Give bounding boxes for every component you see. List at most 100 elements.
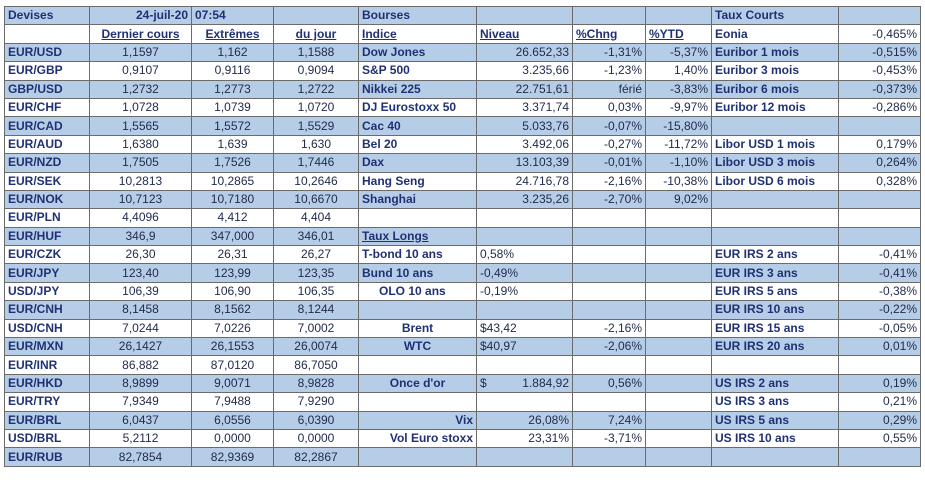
table-row: EUR/TRY 7,9349 7,9488 7,9290 US IRS 3 an…	[4, 392, 921, 412]
low-price: 346,01	[273, 226, 359, 247]
high-price: 26,31	[191, 245, 274, 265]
last-price: 26,1427	[89, 337, 192, 357]
low-price: 106,35	[273, 281, 359, 302]
col-du-jour: du jour	[273, 24, 359, 44]
pair-label: EUR/NZD	[4, 153, 90, 173]
index-ytd: 1,40%	[645, 61, 712, 81]
header-row: Devises 24-juil-20 07:54 Bourses Taux Co…	[4, 5, 921, 26]
index-level: 3.492,06	[476, 134, 573, 155]
last-price: 6,0437	[89, 410, 192, 430]
pair-label: EUR/HUF	[4, 226, 90, 247]
high-price: 8,1562	[191, 300, 274, 320]
low-price: 10,6670	[273, 189, 359, 210]
table-row: EUR/CHF 1,0728 1,0739 1,0720 DJ Eurostox…	[4, 97, 921, 118]
commodity-chng: -2,16%	[572, 318, 646, 339]
index-name: Hang Seng	[358, 171, 477, 191]
last-price: 8,9899	[89, 373, 192, 394]
pair-label: EUR/USD	[4, 42, 90, 63]
high-price: 10,7180	[191, 189, 274, 210]
table-row: EUR/SEK 10,2813 10,2865 10,2646 Hang Sen…	[4, 171, 921, 191]
low-price: 0,9094	[273, 61, 359, 81]
last-price: 1,2732	[89, 79, 192, 99]
low-price: 1,7446	[273, 153, 359, 173]
index-level: 26.652,33	[476, 42, 573, 63]
high-price: 1,5572	[191, 116, 274, 136]
last-price: 1,1597	[89, 42, 192, 63]
table-row: EUR/HKD 8,9899 9,0071 8,9828 Once d'or $…	[4, 373, 921, 394]
eonia-label: Eonia	[711, 24, 839, 44]
pair-label: EUR/RUB	[4, 447, 90, 467]
index-name: Cac 40	[358, 116, 477, 136]
irs-label: EUR IRS 3 ans	[711, 263, 839, 283]
table-row: EUR/GBP 0,9107 0,9116 0,9094 S&P 500 3.2…	[4, 61, 921, 81]
irs-value: -0,05%	[838, 318, 921, 339]
irs-value: 0,01%	[838, 337, 921, 357]
index-level: 3.371,74	[476, 97, 573, 118]
index-chng: -2,70%	[572, 189, 646, 210]
index-chng: -1,23%	[572, 61, 646, 81]
high-price: 0,9116	[191, 61, 274, 81]
pair-label: EUR/NOK	[4, 189, 90, 210]
index-name: Dax	[358, 153, 477, 173]
last-price: 86,882	[89, 355, 192, 375]
gold-value: 1.884,92	[522, 376, 569, 390]
index-name: Shanghai	[358, 189, 477, 210]
pair-label: GBP/USD	[4, 79, 90, 99]
commodity-value: $40,97	[476, 337, 573, 357]
bourses-title: Bourses	[358, 5, 477, 26]
pair-label: EUR/SEK	[4, 171, 90, 191]
pair-label: USD/BRL	[4, 428, 90, 449]
high-price: 82,9369	[191, 447, 274, 467]
last-price: 1,7505	[89, 153, 192, 173]
table-row: EUR/BRL 6,0437 6,0556 6,0390 Vix 26,08% …	[4, 410, 921, 430]
eonia-value: -0,465%	[838, 24, 921, 44]
rate-value: 0,179%	[838, 134, 921, 155]
index-ytd: -9,97%	[645, 97, 712, 118]
high-price: 347,000	[191, 226, 274, 247]
irs-value: -0,41%	[838, 263, 921, 283]
rate-value: -0,453%	[838, 61, 921, 81]
last-price: 82,7854	[89, 447, 192, 467]
index-chng: -0,07%	[572, 116, 646, 136]
table-row: EUR/INR 86,882 87,0120 86,7050	[4, 355, 921, 375]
report-date: 24-juil-20	[89, 5, 192, 26]
low-price: 7,9290	[273, 392, 359, 412]
table-row: GBP/USD 1,2732 1,2773 1,2722 Nikkei 225 …	[4, 79, 921, 99]
index-chng: férié	[572, 79, 646, 99]
low-price: 1,630	[273, 134, 359, 155]
rate-value: 0,328%	[838, 171, 921, 191]
low-price: 0,0000	[273, 428, 359, 449]
rate-value: 0,264%	[838, 153, 921, 173]
col-indice: Indice	[358, 24, 477, 44]
rate-label: Libor USD 6 mois	[711, 171, 839, 191]
table-row: USD/BRL 5,2112 0,0000 0,0000 Vol Euro st…	[4, 428, 921, 449]
pair-label: EUR/JPY	[4, 263, 90, 283]
pair-label: USD/CNH	[4, 318, 90, 339]
col-pct-chng: %Chng	[572, 24, 646, 44]
low-price: 4,404	[273, 208, 359, 228]
last-price: 1,6380	[89, 134, 192, 155]
pair-label: EUR/AUD	[4, 134, 90, 155]
table-row: EUR/CZK 26,30 26,31 26,27 T-bond 10 ans …	[4, 245, 921, 265]
low-price: 1,1588	[273, 42, 359, 63]
commodity-name: Brent	[358, 318, 477, 339]
low-price: 1,2722	[273, 79, 359, 99]
high-price: 7,9488	[191, 392, 274, 412]
long-rate-value: 0,58%	[476, 245, 573, 265]
index-name: Bel 20	[358, 134, 477, 155]
irs-label: US IRS 2 ans	[711, 373, 839, 394]
rate-value: -0,373%	[838, 79, 921, 99]
index-chng: 0,03%	[572, 97, 646, 118]
irs-label: US IRS 5 ans	[711, 410, 839, 430]
col-extremes: Extrêmes	[191, 24, 274, 44]
col-dernier-cours: Dernier cours	[89, 24, 192, 44]
low-price: 7,0002	[273, 318, 359, 339]
pair-label: EUR/CZK	[4, 245, 90, 265]
low-price: 6,0390	[273, 410, 359, 430]
last-price: 1,5565	[89, 116, 192, 136]
pair-label: EUR/MXN	[4, 337, 90, 357]
last-price: 0,9107	[89, 61, 192, 81]
index-ytd: -11,72%	[645, 134, 712, 155]
irs-label: EUR IRS 15 ans	[711, 318, 839, 339]
low-price: 82,2867	[273, 447, 359, 467]
